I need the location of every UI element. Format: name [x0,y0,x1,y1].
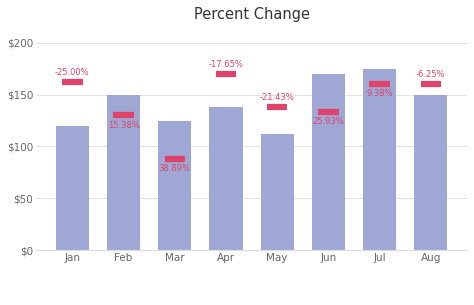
Text: 38.89%: 38.89% [159,164,191,173]
Bar [261,134,294,250]
Text: -6.25%: -6.25% [416,70,446,79]
Text: -21.43%: -21.43% [260,93,294,102]
Bar [414,95,447,250]
Bar [107,95,140,250]
Bar [55,126,89,250]
Text: -25.00%: -25.00% [55,68,90,77]
Text: 25.93%: 25.93% [312,117,344,127]
Bar [312,74,345,250]
Title: Percent Change: Percent Change [193,7,310,22]
Bar [158,120,191,250]
Bar [363,69,396,250]
Text: 9.38%: 9.38% [366,89,393,99]
Bar [210,107,243,250]
Text: -17.65%: -17.65% [209,60,244,69]
Text: 15.38%: 15.38% [108,120,139,130]
